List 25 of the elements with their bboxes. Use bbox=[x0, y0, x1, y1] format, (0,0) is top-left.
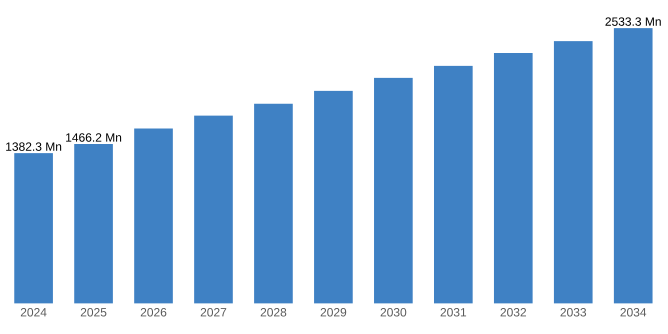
bar bbox=[254, 104, 293, 304]
bar bbox=[134, 128, 173, 304]
bar bbox=[74, 144, 113, 304]
bar bbox=[554, 41, 593, 304]
data-label: 1466.2 Mn bbox=[66, 133, 122, 142]
x-tick-label: 2025 bbox=[80, 308, 106, 317]
x-tick-label: 2024 bbox=[20, 308, 47, 317]
bar bbox=[374, 78, 413, 304]
data-label: 2533.3 Mn bbox=[605, 17, 661, 26]
bar bbox=[194, 116, 233, 304]
x-tick-label: 2029 bbox=[320, 308, 346, 317]
x-tick-label: 2028 bbox=[260, 308, 286, 317]
x-tick-label: 2030 bbox=[380, 308, 406, 317]
bar bbox=[434, 66, 473, 304]
bar bbox=[314, 90, 353, 304]
x-tick-label: 2034 bbox=[620, 308, 646, 317]
x-tick-label: 2031 bbox=[440, 308, 466, 317]
bar bbox=[494, 53, 533, 304]
bar bbox=[14, 153, 53, 304]
bar bbox=[614, 28, 653, 304]
x-tick-label: 2026 bbox=[140, 308, 166, 317]
x-tick-label: 2033 bbox=[560, 308, 586, 317]
x-tick-label: 2027 bbox=[200, 308, 226, 317]
data-label: 1382.3 Mn bbox=[6, 142, 62, 151]
x-tick-label: 2032 bbox=[500, 308, 526, 317]
